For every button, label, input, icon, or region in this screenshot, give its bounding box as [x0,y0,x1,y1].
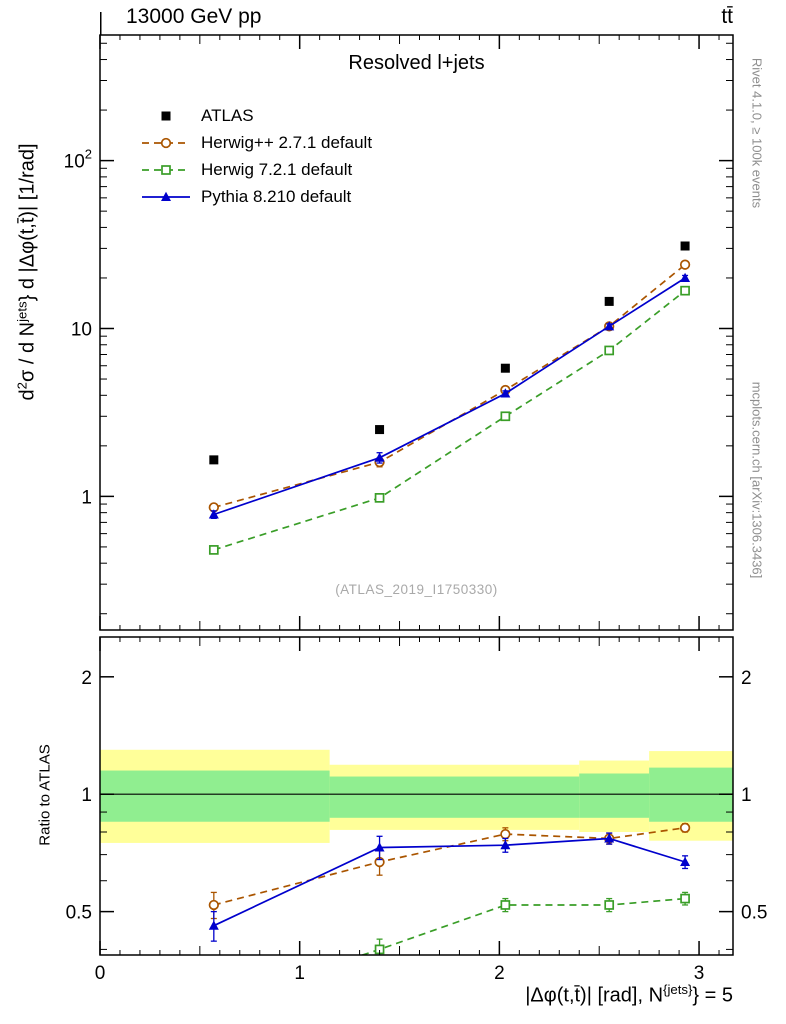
analysis-watermark: (ATLAS_2019_I1750330) [335,582,498,597]
tick-label: 0.5 [66,903,92,924]
beam-energy-label: 13000 GeV pp [126,5,262,28]
tick-label: 0.5 [741,903,767,924]
x-axis-label-sup: {jets} [663,982,693,997]
legend-sample-pythia-icon [142,191,190,201]
legend: ATLAS Herwig++ 2.7.1 default Herwig 7.2.… [140,105,372,213]
y-axis-label-part: } d |Δφ(t,t̄)| [1/rad] [16,143,39,302]
y-axis-label-part: σ / d N [16,321,39,383]
tick-label: 0 [95,963,106,984]
legend-item-atlas: ATLAS [140,105,372,127]
y-axis-label-sup: 2 [14,382,30,390]
y-axis-label-sup: jets [14,301,30,322]
legend-item-herwig7: Herwig 7.2.1 default [140,159,372,181]
legend-sample-herwig7-icon [142,165,190,175]
legend-label-herwig7: Herwig 7.2.1 default [201,160,353,179]
axis-ticks [99,35,733,955]
tick-label: 102 [64,147,92,173]
tick-label: 10 [71,319,92,340]
tick-label: 1 [294,963,305,984]
ratio-uncertainty-bands [100,749,733,843]
x-axis-label-part: |Δφ(t,t̄)| [rad], N [525,984,664,1007]
rivet-version-note: Rivet 4.1.0, ≥ 100k events [749,57,765,209]
legend-item-pythia: Pythia 8.210 default [140,186,372,208]
legend-sample-atlas-icon [161,111,171,121]
tick-label: 2 [81,668,92,689]
ratio-panel-frame [99,636,734,956]
ratio-axis-label: Ratio to ATLAS [36,744,54,846]
tick-label: 1 [741,785,752,806]
tick-label: 2 [741,668,752,689]
main-series [208,241,691,555]
ratio-series [208,822,691,955]
legend-label-pythia: Pythia 8.210 default [201,187,352,206]
tick-label: 1 [81,785,92,806]
main-panel-frame [99,34,734,631]
plot-title: Resolved l+jets [348,52,485,74]
legend-item-herwigpp: Herwig++ 2.7.1 default [140,132,372,154]
y-axis-label: d2σ / d Njets} d |Δφ(t,t̄)| [1/rad] [14,143,39,400]
process-label: tt̄ [721,5,733,28]
tick-label: 3 [694,963,705,984]
tick-label: 2 [494,963,505,984]
x-axis-label: |Δφ(t,t̄)| [rad], N{jets}} = 5 [525,982,733,1007]
legend-sample-herwigpp-icon [142,137,190,149]
x-axis-label-part: } = 5 [692,984,733,1007]
tick-label: 1 [81,487,92,508]
legend-label-herwigpp: Herwig++ 2.7.1 default [201,133,373,152]
legend-label-atlas: ATLAS [201,106,254,125]
y-axis-label-part: d [16,389,39,401]
mcplots-citation-note: mcplots.cern.ch [arXiv:1306.3436] [749,381,765,579]
